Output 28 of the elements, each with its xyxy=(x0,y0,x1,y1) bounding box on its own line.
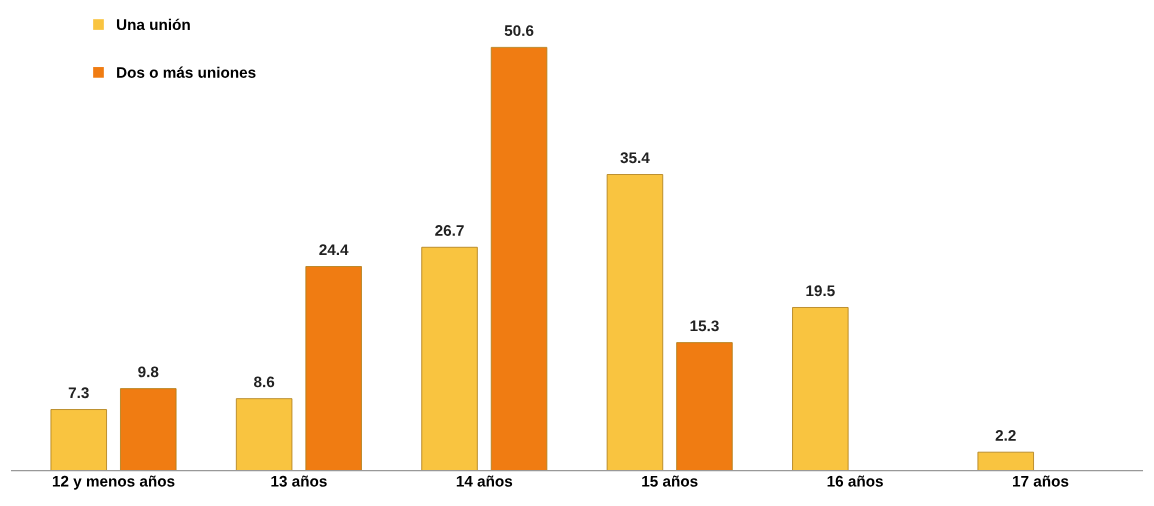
bar xyxy=(606,174,664,471)
x-tick-label: 16 años xyxy=(827,475,883,487)
bar xyxy=(120,388,177,471)
data-label: 26.7 xyxy=(435,225,464,236)
x-tick-label: 13 años xyxy=(271,475,327,487)
bar xyxy=(305,266,362,471)
data-label: 8.6 xyxy=(254,376,275,388)
data-label: 2.2 xyxy=(995,430,1016,441)
bar xyxy=(977,451,1034,471)
data-label: 50.6 xyxy=(504,25,534,37)
x-tick-label: 12 y menos años xyxy=(52,475,175,490)
bar xyxy=(490,46,548,471)
legend-label: Una unión xyxy=(116,18,190,31)
data-label: 7.3 xyxy=(68,387,89,399)
data-label: 24.4 xyxy=(319,244,349,255)
x-tick-label: 17 años xyxy=(1013,475,1069,487)
data-label: 9.8 xyxy=(138,366,159,378)
legend-label: Dos o más uniones xyxy=(117,66,256,78)
bar xyxy=(235,398,293,471)
bar xyxy=(792,307,849,471)
bar xyxy=(421,246,478,471)
bar xyxy=(676,342,733,471)
data-label: 15.3 xyxy=(690,320,719,332)
bar xyxy=(50,409,107,471)
x-tick-label: 14 años xyxy=(456,475,513,487)
data-label: 19.5 xyxy=(806,285,835,297)
data-label: 35.4 xyxy=(620,152,650,164)
x-tick-label: 15 años xyxy=(642,475,698,487)
